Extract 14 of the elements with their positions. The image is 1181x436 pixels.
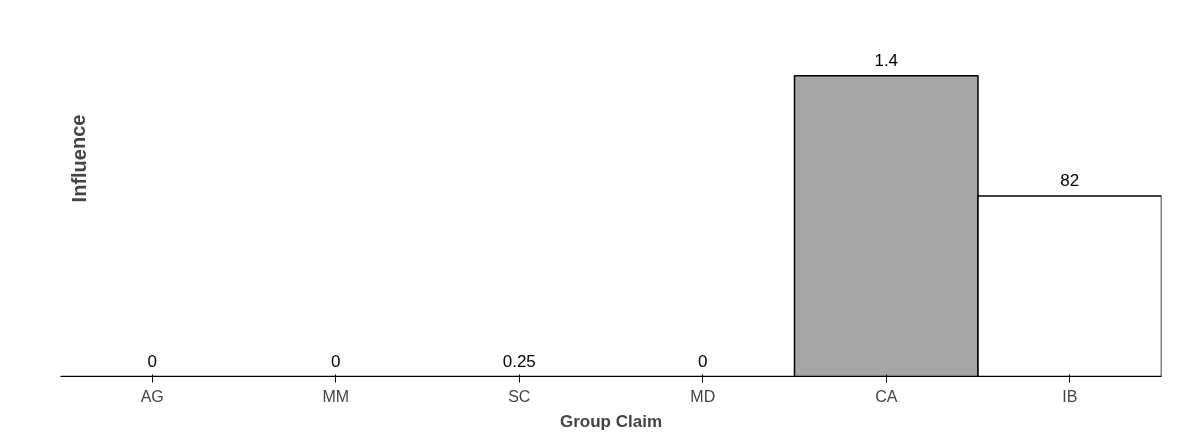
annotation: 0.25 <box>502 351 536 371</box>
y-axis-title: Influence <box>67 114 90 203</box>
x-tick-label: MM <box>322 387 350 405</box>
x-tick-label: AG <box>140 387 164 405</box>
annotation: 1.4 <box>874 50 899 70</box>
x-axis-title: Group Claim <box>560 411 663 431</box>
x-tick-label: SC <box>508 387 531 405</box>
annotation: 82 <box>1060 170 1080 190</box>
x-tick-label: IB <box>1062 387 1078 405</box>
annotation: 0 <box>331 351 341 371</box>
annotation: 0 <box>698 351 708 371</box>
annotation: 0 <box>147 351 157 371</box>
x-tick-label: CA <box>875 387 898 405</box>
x-tick-label: MD <box>690 387 716 405</box>
